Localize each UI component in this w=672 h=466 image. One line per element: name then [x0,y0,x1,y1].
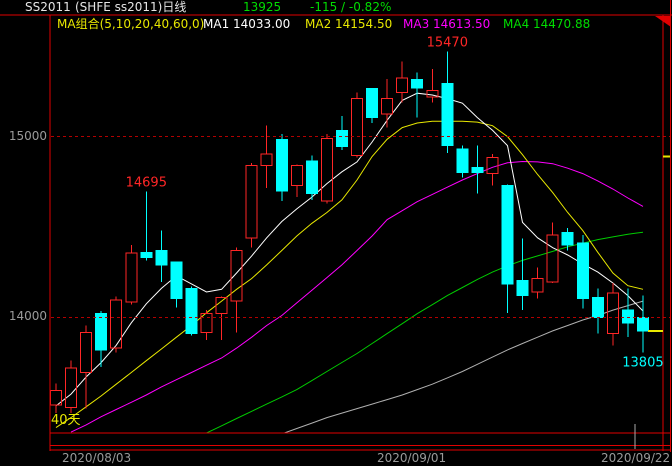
candle[interactable] [230,247,243,333]
x-axis-label: 2020/09/22 [601,451,671,465]
candle[interactable] [366,87,379,124]
candle[interactable] [561,227,574,251]
candle[interactable] [50,383,62,414]
price-annotation: 13805 [622,356,663,371]
candle[interactable] [95,311,108,368]
ma-value-label: MA1 14033.00 [203,17,291,31]
candle[interactable] [155,230,168,283]
ma-value-label: MA3 14613.50 [403,17,491,31]
candle[interactable] [80,325,93,409]
candle[interactable] [320,133,333,204]
candle[interactable] [290,164,303,198]
x-axis-label: 2020/09/01 [377,451,447,465]
last-price: 13925 [243,0,282,14]
candle[interactable] [65,360,78,414]
ma20-line [70,160,644,433]
candle[interactable] [140,191,153,261]
candle[interactable] [396,61,409,103]
symbol-detail: (SHFE ss2011)日线 [75,0,187,14]
candle[interactable] [125,245,138,305]
candle[interactable] [200,310,213,340]
candle[interactable] [591,288,604,334]
x-axis-label: 2020/08/03 [62,451,132,465]
range-label: 40天 [51,413,81,428]
candle[interactable] [576,235,589,309]
y-axis-label: 15000 [8,128,47,143]
candle[interactable] [411,72,424,118]
candle[interactable] [606,282,619,346]
price-change: -115 / -0.82% [310,0,392,14]
candle[interactable] [260,125,273,189]
price-annotation: 15470 [427,36,468,51]
candle[interactable] [441,51,454,153]
ma-group-label: MA组合(5,10,20,40,60,0) [57,17,205,31]
candle[interactable] [351,92,363,158]
plot-area[interactable] [50,51,649,434]
ma40-line [206,231,644,433]
ma5-line [55,92,644,407]
price-annotation: 14695 [126,176,167,191]
ma10-line [55,120,644,429]
candle[interactable] [335,115,348,151]
candle[interactable] [305,155,318,200]
y-axis-label: 14000 [8,309,47,324]
candle[interactable] [501,184,514,313]
candle[interactable] [170,261,183,308]
corner-flag-icon [655,16,671,27]
candle[interactable] [110,296,123,353]
candle[interactable] [381,78,394,128]
candle[interactable] [275,133,288,201]
ma-value-label: MA4 14470.88 [503,17,591,31]
candle[interactable] [185,286,198,336]
candle[interactable] [546,222,559,283]
candle[interactable] [215,296,228,340]
candle[interactable] [456,145,469,178]
candle[interactable] [426,68,439,103]
candle[interactable] [486,153,499,186]
ma60-line [284,300,644,433]
symbol-code: SS2011 [25,0,71,14]
candle[interactable] [531,267,544,299]
candle[interactable] [245,162,258,248]
candle[interactable] [516,238,529,311]
candle[interactable] [621,288,634,338]
candle[interactable] [471,145,484,194]
candle[interactable] [636,295,649,353]
ma-value-label: MA2 14154.50 [305,17,393,31]
